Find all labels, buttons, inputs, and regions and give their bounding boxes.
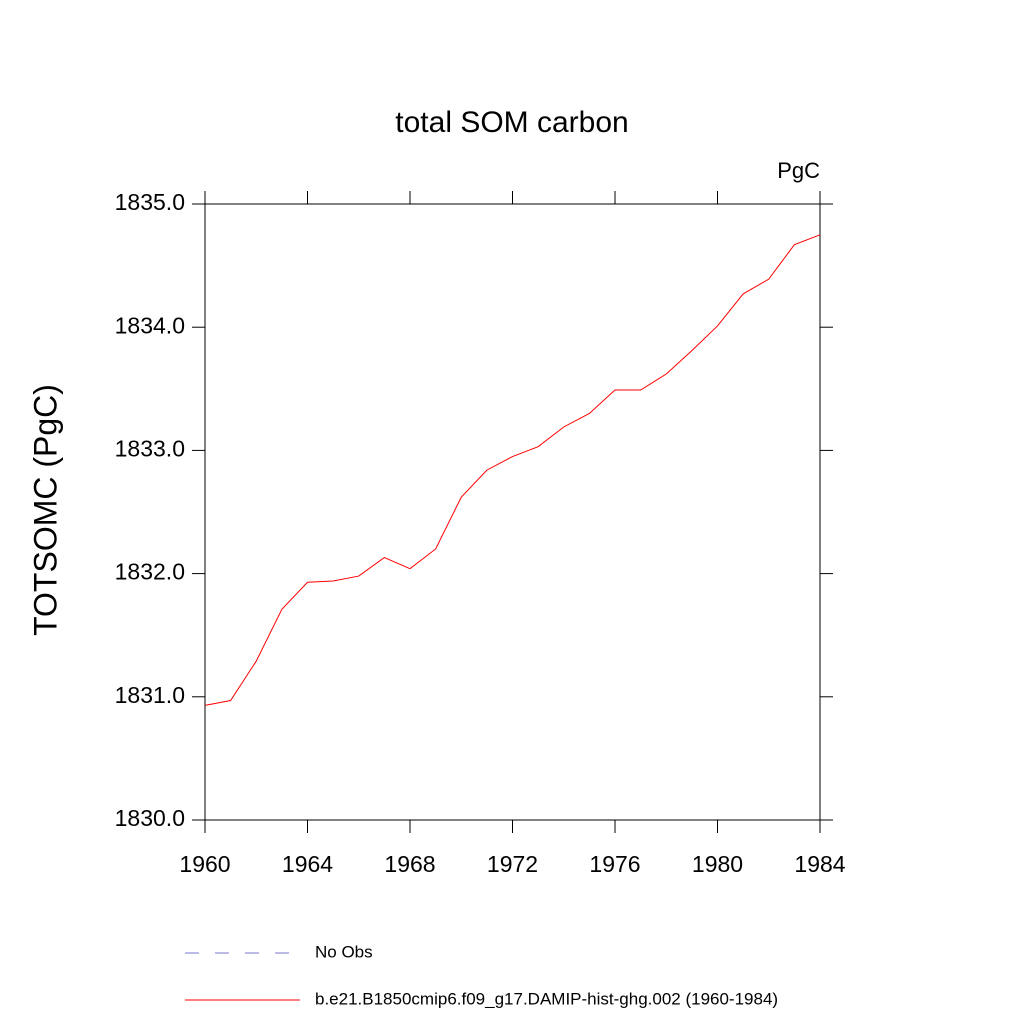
y-tick-label: 1831.0 bbox=[115, 682, 185, 708]
legend-label: b.e21.B1850cmip6.f09_g17.DAMIP-hist-ghg.… bbox=[315, 989, 778, 1008]
units-label: PgC bbox=[777, 158, 820, 183]
data-line bbox=[204, 234, 821, 706]
x-tick-label: 1972 bbox=[487, 851, 538, 877]
y-tick-label: 1833.0 bbox=[115, 435, 185, 461]
x-tick-label: 1984 bbox=[794, 851, 845, 877]
x-tick-label: 1964 bbox=[282, 851, 333, 877]
y-tick-label: 1834.0 bbox=[115, 312, 185, 338]
x-tick-label: 1976 bbox=[589, 851, 640, 877]
legend-label: No Obs bbox=[315, 942, 373, 961]
chart-title: total SOM carbon bbox=[395, 106, 628, 139]
x-tick-label: 1960 bbox=[179, 851, 230, 877]
plot-frame bbox=[204, 203, 821, 821]
y-tick-label: 1835.0 bbox=[115, 189, 185, 215]
y-tick-label: 1830.0 bbox=[115, 805, 185, 831]
x-tick-label: 1968 bbox=[384, 851, 435, 877]
y-tick-label: 1832.0 bbox=[115, 559, 185, 585]
y-axis-label: TOTSOMC (PgC) bbox=[27, 384, 63, 636]
x-tick-label: 1980 bbox=[692, 851, 743, 877]
